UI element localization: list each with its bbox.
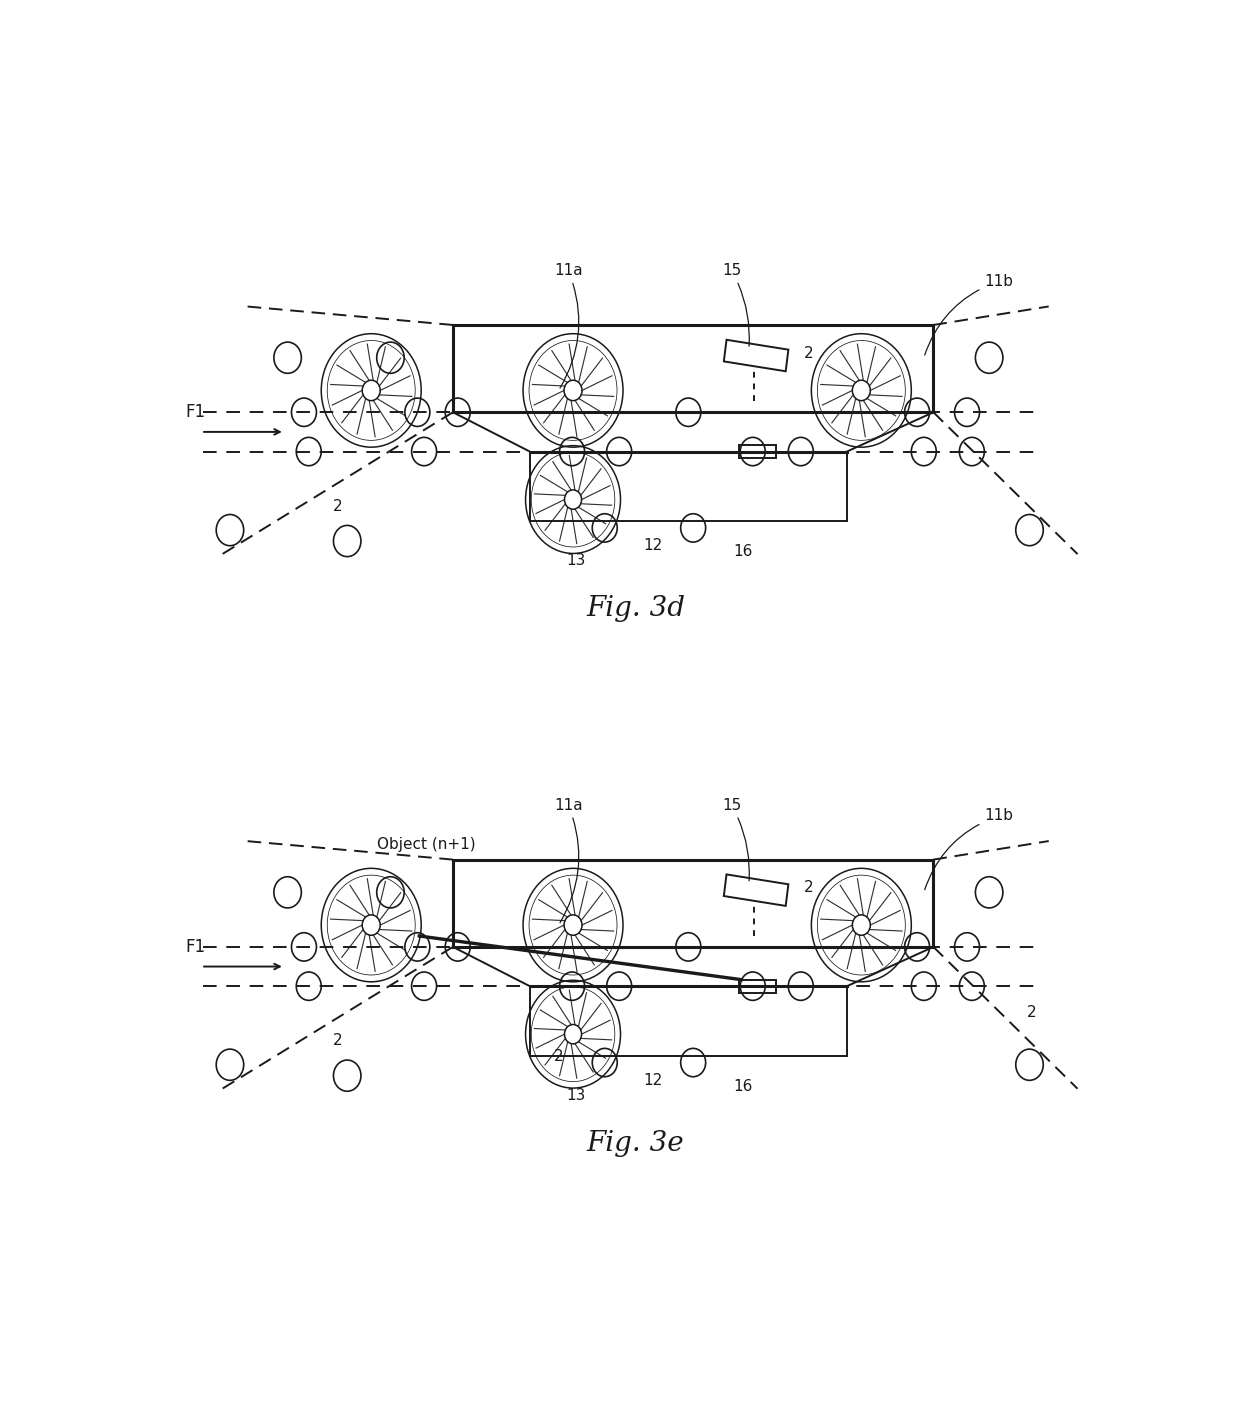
Text: 12: 12 bbox=[644, 1073, 662, 1087]
Text: F1: F1 bbox=[185, 938, 206, 955]
Text: 15: 15 bbox=[722, 798, 749, 881]
Text: 2: 2 bbox=[804, 880, 813, 896]
Text: 2: 2 bbox=[804, 346, 813, 361]
Text: 2: 2 bbox=[332, 499, 342, 513]
Text: 16: 16 bbox=[733, 1080, 753, 1094]
Text: 12: 12 bbox=[644, 538, 662, 553]
Text: 13: 13 bbox=[567, 553, 585, 568]
Bar bbox=[739, 445, 776, 458]
Text: 11b: 11b bbox=[925, 809, 1013, 890]
Bar bbox=[739, 979, 776, 993]
Text: 11a: 11a bbox=[554, 798, 583, 922]
Bar bbox=[724, 340, 789, 371]
Text: 2: 2 bbox=[554, 1049, 563, 1064]
Text: Object (n+1): Object (n+1) bbox=[377, 837, 475, 852]
Text: F1: F1 bbox=[185, 402, 206, 421]
Text: Fig. 3d: Fig. 3d bbox=[587, 595, 684, 622]
Text: 15: 15 bbox=[722, 264, 749, 346]
Bar bbox=[724, 874, 789, 905]
Text: 11b: 11b bbox=[925, 273, 1013, 356]
Text: 2: 2 bbox=[1027, 1005, 1037, 1020]
Text: 11a: 11a bbox=[554, 264, 583, 388]
Text: 2: 2 bbox=[332, 1033, 342, 1049]
Text: Fig. 3e: Fig. 3e bbox=[587, 1129, 684, 1156]
Text: 16: 16 bbox=[733, 544, 753, 560]
Text: 13: 13 bbox=[567, 1088, 585, 1102]
